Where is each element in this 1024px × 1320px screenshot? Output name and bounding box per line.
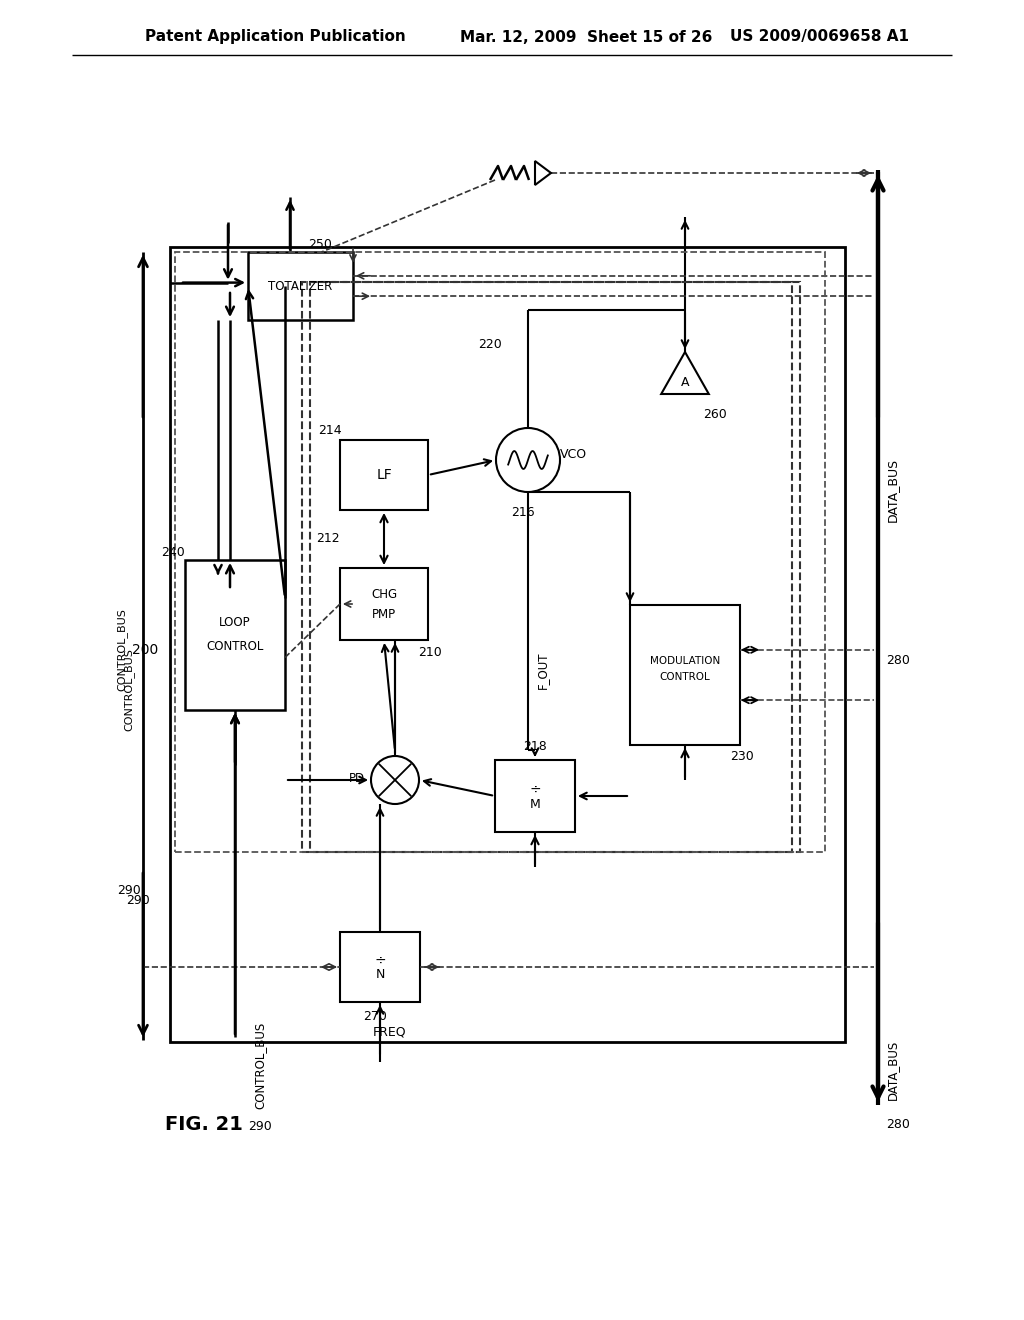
Text: LF: LF bbox=[376, 469, 392, 482]
Bar bbox=[340, 932, 420, 1002]
Bar bbox=[630, 605, 740, 744]
Text: F_OUT: F_OUT bbox=[536, 651, 549, 689]
Text: MODULATION: MODULATION bbox=[650, 656, 720, 667]
Text: ÷: ÷ bbox=[529, 783, 541, 797]
Text: 280: 280 bbox=[886, 1118, 910, 1130]
Text: 200: 200 bbox=[132, 643, 158, 657]
Text: DATA_BUS: DATA_BUS bbox=[886, 458, 899, 523]
Text: CHG: CHG bbox=[371, 587, 397, 601]
Polygon shape bbox=[662, 352, 709, 393]
Bar bbox=[185, 560, 285, 710]
Text: TOTALIZER: TOTALIZER bbox=[268, 280, 333, 293]
Text: Patent Application Publication: Patent Application Publication bbox=[145, 29, 406, 45]
Text: US 2009/0069658 A1: US 2009/0069658 A1 bbox=[730, 29, 909, 45]
Bar bbox=[170, 247, 845, 1041]
Bar bbox=[495, 760, 575, 832]
Text: DATA_BUS: DATA_BUS bbox=[886, 1040, 899, 1100]
Text: PMP: PMP bbox=[372, 607, 396, 620]
Text: LOOP: LOOP bbox=[219, 616, 251, 630]
Text: 220: 220 bbox=[478, 338, 502, 351]
Text: ÷: ÷ bbox=[374, 954, 386, 968]
Text: 250: 250 bbox=[308, 238, 333, 251]
Bar bbox=[310, 282, 800, 851]
Text: 240: 240 bbox=[161, 545, 185, 558]
Text: FIG. 21: FIG. 21 bbox=[165, 1115, 243, 1134]
Bar bbox=[340, 440, 428, 510]
Bar bbox=[175, 252, 825, 851]
Text: A: A bbox=[681, 376, 689, 389]
Text: N: N bbox=[376, 969, 385, 982]
Text: CONTROL_BUS: CONTROL_BUS bbox=[254, 1022, 266, 1109]
Text: 270: 270 bbox=[364, 1010, 387, 1023]
Text: M: M bbox=[529, 797, 541, 810]
Bar bbox=[248, 252, 353, 319]
Bar bbox=[340, 568, 428, 640]
Text: 216: 216 bbox=[511, 506, 535, 519]
Text: Mar. 12, 2009  Sheet 15 of 26: Mar. 12, 2009 Sheet 15 of 26 bbox=[460, 29, 713, 45]
Text: 290: 290 bbox=[126, 894, 150, 907]
Text: PD: PD bbox=[349, 771, 366, 784]
Text: FREQ: FREQ bbox=[373, 1026, 407, 1039]
Text: CONTROL_BUS: CONTROL_BUS bbox=[116, 609, 127, 692]
Text: 260: 260 bbox=[703, 408, 727, 421]
Polygon shape bbox=[535, 161, 551, 185]
Text: 290: 290 bbox=[248, 1121, 272, 1134]
Text: 214: 214 bbox=[318, 424, 342, 437]
Text: VCO: VCO bbox=[559, 449, 587, 462]
Text: 210: 210 bbox=[418, 645, 442, 659]
Text: 230: 230 bbox=[730, 751, 754, 763]
Circle shape bbox=[496, 428, 560, 492]
Text: 280: 280 bbox=[886, 653, 910, 667]
Text: 218: 218 bbox=[523, 739, 547, 752]
Text: 290: 290 bbox=[117, 883, 141, 896]
Text: 212: 212 bbox=[316, 532, 340, 545]
Text: CONTROL_BUS: CONTROL_BUS bbox=[124, 648, 134, 731]
Bar bbox=[302, 282, 792, 851]
Text: CONTROL: CONTROL bbox=[659, 672, 711, 682]
Circle shape bbox=[371, 756, 419, 804]
Text: CONTROL: CONTROL bbox=[206, 640, 264, 653]
